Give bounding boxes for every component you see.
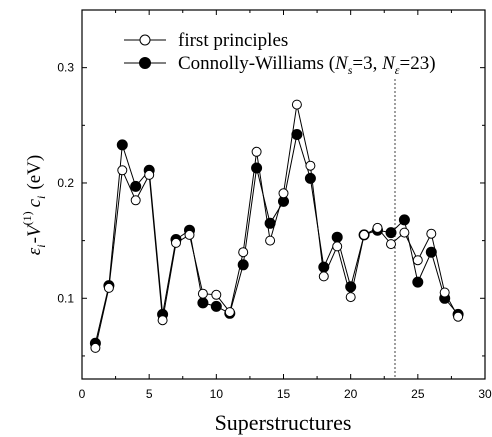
y-label-c: c [24, 198, 45, 207]
x-tick-label: 0 [79, 387, 86, 401]
point-first-principles [103, 282, 114, 293]
point-first-principles [117, 165, 128, 176]
point-first-principles [318, 271, 329, 282]
x-axis-label: Superstructures [215, 410, 352, 435]
y-axis-label-group: εi-V(1)ci(eV) [20, 155, 48, 255]
point-connolly-williams [318, 261, 330, 273]
point-connolly-williams [251, 162, 263, 174]
point-first-principles [345, 292, 356, 303]
x-tick-label: 30 [478, 387, 492, 401]
y-tick-label: 0.2 [57, 176, 74, 190]
ticks: 0 5 10 15 20 25 30 0.1 0.2 0.3 [57, 10, 492, 401]
series-line-connolly-williams [94, 134, 459, 344]
point-first-principles [359, 229, 370, 240]
point-connolly-williams [345, 281, 357, 293]
y-label-minus-v: -V [24, 223, 45, 243]
point-first-principles [238, 247, 249, 258]
point-connolly-williams [210, 300, 222, 312]
x-tick-label: 5 [146, 387, 153, 401]
point-first-principles [197, 288, 208, 299]
point-first-principles [224, 307, 235, 318]
point-first-principles [184, 229, 195, 240]
point-first-principles [426, 228, 437, 239]
point-first-principles [439, 287, 450, 298]
point-first-principles [90, 342, 101, 353]
point-connolly-williams [304, 172, 316, 184]
point-connolly-williams [398, 214, 410, 226]
point-first-principles [386, 239, 396, 250]
series-line-first-principles [94, 104, 459, 349]
point-first-principles [372, 222, 383, 233]
point-connolly-williams [237, 259, 249, 271]
point-first-principles [453, 311, 464, 322]
point-first-principles [171, 237, 181, 248]
series-group [89, 99, 464, 353]
point-connolly-williams [412, 276, 424, 288]
point-first-principles [332, 241, 343, 252]
point-first-principles [305, 160, 316, 171]
point-connolly-williams [130, 180, 142, 192]
x-tick-label: 20 [344, 387, 358, 401]
point-first-principles [211, 289, 222, 300]
point-first-principles [412, 255, 423, 266]
point-connolly-williams [385, 227, 397, 239]
point-connolly-williams [291, 129, 303, 140]
legend-label-connolly-williams: Connolly-Williams (Ns=3, Nε=23) [178, 53, 436, 77]
point-first-principles [130, 195, 141, 206]
y-label-sub-i: i [34, 244, 48, 247]
point-connolly-williams [425, 246, 437, 258]
legend-label-first-principles: first principles [178, 30, 288, 51]
x-tick-label: 25 [411, 387, 425, 401]
point-first-principles [399, 227, 410, 238]
point-first-principles [157, 315, 168, 326]
y-label-sup-1: (1) [20, 211, 34, 225]
point-connolly-williams [197, 297, 209, 309]
legend-marker [139, 57, 151, 69]
legend-marker [139, 34, 151, 46]
point-first-principles [251, 146, 262, 157]
point-connolly-williams [264, 217, 276, 229]
y-label-unit: (eV) [24, 155, 45, 190]
point-first-principles [144, 169, 155, 180]
point-connolly-williams [116, 139, 128, 151]
x-tick-label: 15 [277, 387, 291, 401]
point-connolly-williams [331, 231, 343, 243]
y-tick-label: 0.3 [57, 61, 74, 75]
y-tick-label: 0.1 [57, 291, 74, 305]
x-tick-label: 10 [210, 387, 224, 401]
y-label-eps: ε [24, 247, 45, 255]
point-first-principles [278, 188, 289, 199]
y-axis-label: εi-V(1)ci(eV) [20, 155, 48, 255]
y-label-sub-i2: i [34, 196, 48, 199]
point-first-principles [291, 99, 302, 110]
point-first-principles [265, 235, 276, 246]
